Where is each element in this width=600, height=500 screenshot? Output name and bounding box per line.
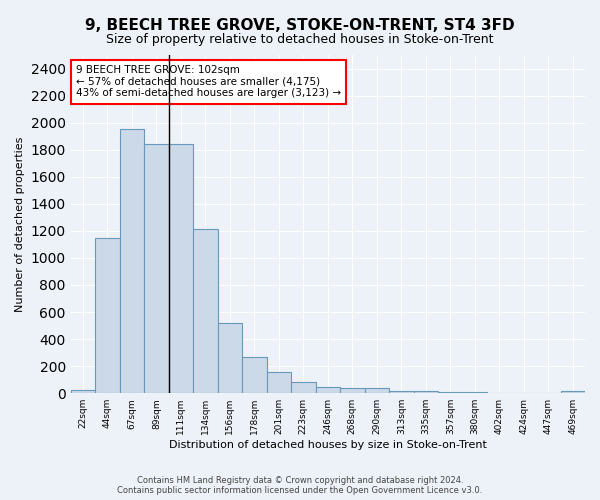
Bar: [413, 391, 438, 393]
Bar: [95, 238, 119, 393]
Bar: [291, 382, 316, 393]
Bar: [71, 390, 95, 393]
Bar: [340, 388, 365, 393]
Bar: [193, 229, 218, 393]
Bar: [438, 392, 463, 393]
Bar: [144, 144, 169, 393]
Y-axis label: Number of detached properties: Number of detached properties: [15, 136, 25, 312]
Bar: [365, 388, 389, 393]
Bar: [119, 130, 144, 393]
Bar: [512, 392, 536, 393]
Bar: [266, 372, 291, 393]
Bar: [536, 392, 560, 393]
Text: Contains HM Land Registry data © Crown copyright and database right 2024.
Contai: Contains HM Land Registry data © Crown c…: [118, 476, 482, 495]
Bar: [487, 392, 512, 393]
Bar: [169, 144, 193, 393]
Text: 9 BEECH TREE GROVE: 102sqm
← 57% of detached houses are smaller (4,175)
43% of s: 9 BEECH TREE GROVE: 102sqm ← 57% of deta…: [76, 65, 341, 98]
Text: Size of property relative to detached houses in Stoke-on-Trent: Size of property relative to detached ho…: [106, 32, 494, 46]
Bar: [389, 391, 413, 393]
Bar: [242, 358, 266, 393]
Bar: [560, 391, 585, 393]
Bar: [463, 392, 487, 393]
Text: 9, BEECH TREE GROVE, STOKE-ON-TRENT, ST4 3FD: 9, BEECH TREE GROVE, STOKE-ON-TRENT, ST4…: [85, 18, 515, 32]
X-axis label: Distribution of detached houses by size in Stoke-on-Trent: Distribution of detached houses by size …: [169, 440, 487, 450]
Bar: [316, 387, 340, 393]
Bar: [218, 323, 242, 393]
